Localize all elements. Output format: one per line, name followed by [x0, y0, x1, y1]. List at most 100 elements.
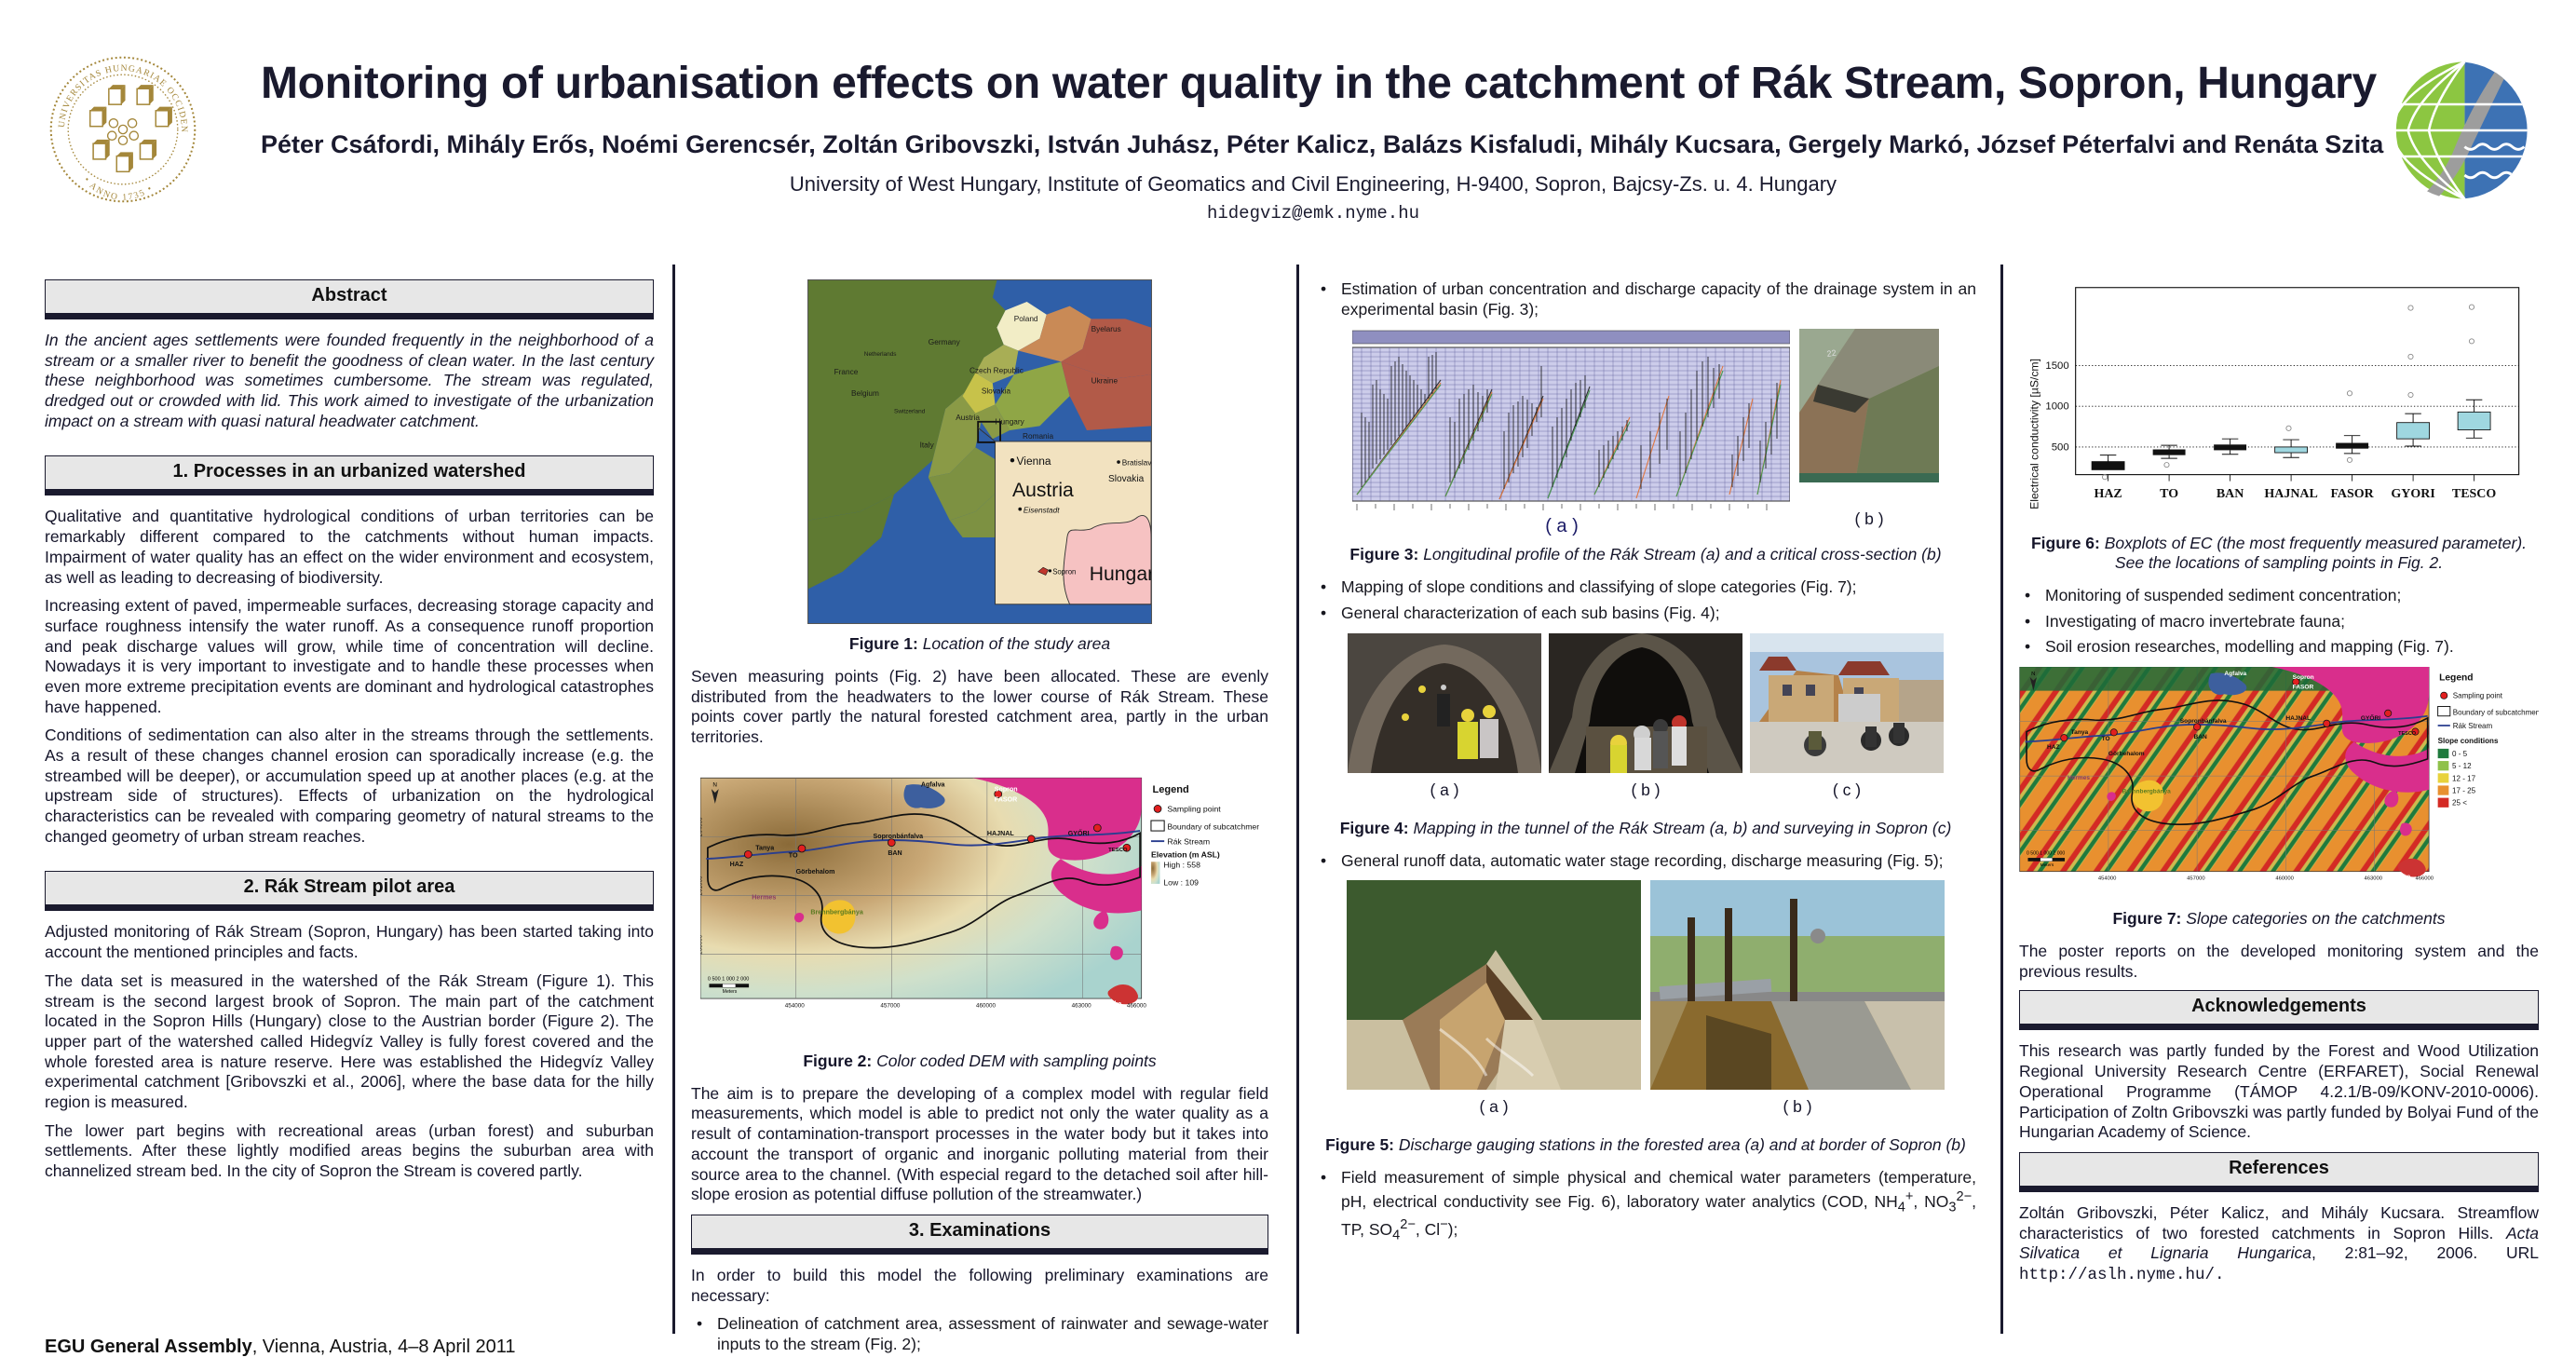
- svg-text:Byelarus: Byelarus: [1091, 325, 1121, 333]
- svg-text:Czech Republic: Czech Republic: [969, 366, 1024, 374]
- svg-text:Hermes: Hermes: [2068, 775, 2090, 781]
- svg-text:Hermes: Hermes: [752, 893, 776, 901]
- svg-text:Sampling point: Sampling point: [2453, 692, 2503, 700]
- svg-text:Boundary of subcatchment: Boundary of subcatchment: [1167, 821, 1259, 831]
- svg-text:BAN: BAN: [2217, 487, 2244, 501]
- svg-text:Brennbergbánya: Brennbergbánya: [810, 908, 862, 916]
- svg-text:Bratislava: Bratislava: [1122, 459, 1152, 468]
- svg-text:460000: 460000: [2275, 876, 2294, 882]
- svg-text:22: 22: [1826, 348, 1837, 359]
- svg-text:Low : 109: Low : 109: [1163, 877, 1199, 887]
- svg-text:Sopron: Sopron: [1052, 568, 1076, 577]
- svg-text:454000: 454000: [2098, 876, 2117, 882]
- svg-text:Legend: Legend: [2439, 673, 2473, 684]
- svg-text:Görbehalom: Görbehalom: [2108, 751, 2145, 757]
- svg-text:TESCO: TESCO: [2452, 487, 2496, 501]
- svg-text:TESCO: TESCO: [1108, 848, 1128, 853]
- svg-text:Germany: Germany: [929, 338, 961, 346]
- svg-text:Legend: Legend: [1153, 784, 1190, 795]
- svg-text:Görbehalom: Görbehalom: [796, 868, 835, 876]
- svg-text:261000: 261000: [700, 876, 704, 896]
- svg-text:5 - 12: 5 - 12: [2452, 762, 2472, 770]
- svg-text:Sopronbánfalva: Sopronbánfalva: [2180, 718, 2227, 725]
- svg-text:Agfalva: Agfalva: [2224, 671, 2246, 677]
- svg-text:463000: 463000: [1072, 1002, 1092, 1009]
- svg-text:0 500 1 000 2 000: 0 500 1 000 2 000: [2027, 850, 2065, 856]
- svg-text:HAJNAL: HAJNAL: [2264, 487, 2317, 501]
- svg-text:BAN: BAN: [888, 849, 902, 857]
- svg-text:Poland: Poland: [1014, 315, 1038, 323]
- svg-text:Boundary of subcatchment: Boundary of subcatchment: [2453, 708, 2539, 716]
- svg-text:Harka: Harka: [2393, 874, 2411, 880]
- svg-text:HAZ: HAZ: [2094, 487, 2122, 501]
- svg-text:457000: 457000: [880, 1002, 901, 1009]
- svg-text:TO: TO: [2102, 736, 2110, 742]
- svg-text:Slovakia: Slovakia: [982, 387, 1011, 395]
- svg-text:Hungary: Hungary: [996, 418, 1025, 427]
- svg-text:1000: 1000: [2045, 401, 2068, 413]
- svg-text:258000: 258000: [700, 934, 704, 955]
- svg-text:HAZ: HAZ: [730, 861, 744, 868]
- svg-text:Eisenstadt: Eisenstadt: [1024, 506, 1060, 514]
- svg-text:High : 558: High : 558: [1163, 860, 1200, 869]
- svg-text:TESCO: TESCO: [2398, 731, 2417, 737]
- svg-text:Netherlands: Netherlands: [864, 351, 897, 358]
- svg-text:500: 500: [2052, 441, 2069, 453]
- svg-text:Italy: Italy: [920, 441, 935, 449]
- svg-text:France: France: [834, 368, 859, 376]
- svg-text:Ukraine: Ukraine: [1091, 376, 1119, 385]
- svg-text:Rák Stream: Rák Stream: [2453, 722, 2493, 730]
- svg-text:Agfalva: Agfalva: [921, 781, 945, 788]
- svg-text:Meters: Meters: [2040, 862, 2054, 868]
- svg-text:17 - 25: 17 - 25: [2452, 787, 2476, 795]
- svg-text:Brennbergbánya: Brennbergbánya: [2122, 789, 2172, 795]
- svg-text:BAN: BAN: [2193, 734, 2207, 740]
- svg-text:Harka: Harka: [1104, 1000, 1122, 1008]
- svg-text:Sopron: Sopron: [995, 785, 1018, 793]
- svg-text:TO: TO: [2160, 487, 2178, 501]
- svg-text:( a ): ( a ): [1545, 516, 1579, 536]
- svg-text:264000: 264000: [700, 817, 704, 837]
- svg-text:Tanya: Tanya: [755, 844, 774, 851]
- svg-text:HAJNAL: HAJNAL: [2285, 715, 2311, 722]
- svg-text:12 - 17: 12 - 17: [2452, 774, 2476, 782]
- svg-text:454000: 454000: [785, 1002, 806, 1009]
- svg-text:FASOR: FASOR: [2293, 684, 2314, 690]
- svg-text:457000: 457000: [2187, 876, 2205, 882]
- svg-text:0 500 1 000 2 000: 0 500 1 000 2 000: [708, 976, 749, 982]
- svg-text:FASOR: FASOR: [995, 795, 1017, 803]
- svg-text:Belgium: Belgium: [851, 389, 879, 398]
- svg-text:Meters: Meters: [723, 989, 738, 995]
- svg-text:GYŐRI: GYŐRI: [2361, 713, 2380, 722]
- svg-text:Tanya: Tanya: [2071, 729, 2089, 736]
- svg-text:Sopronbánfalva: Sopronbánfalva: [874, 833, 924, 840]
- svg-text:466000: 466000: [1127, 1002, 1147, 1009]
- svg-text:FASOR: FASOR: [2330, 487, 2374, 501]
- svg-text:Electrical conductivity [µS/cm: Electrical conductivity [µS/cm]: [2027, 359, 2040, 509]
- svg-text:0 - 5: 0 - 5: [2452, 750, 2468, 758]
- svg-text:N: N: [712, 781, 717, 788]
- svg-text:Rák Stream: Rák Stream: [1167, 836, 1210, 846]
- svg-text:HAJNAL: HAJNAL: [987, 830, 1014, 837]
- svg-text:Austria: Austria: [956, 414, 980, 422]
- svg-text:460000: 460000: [976, 1002, 997, 1009]
- svg-text:1500: 1500: [2045, 360, 2068, 372]
- svg-text:Austria: Austria: [1012, 480, 1074, 501]
- svg-text:Romania: Romania: [1023, 432, 1053, 441]
- svg-text:463000: 463000: [2365, 876, 2383, 882]
- svg-text:HAZ: HAZ: [2047, 744, 2060, 751]
- svg-text:TO: TO: [789, 851, 798, 859]
- svg-text:Vienna: Vienna: [1017, 455, 1051, 468]
- svg-text:Slope conditions: Slope conditions: [2438, 737, 2499, 745]
- svg-text:GYŐRI: GYŐRI: [1068, 829, 1090, 837]
- svg-text:N: N: [2031, 672, 2035, 677]
- svg-text:Sampling point: Sampling point: [1167, 804, 1221, 813]
- svg-text:Elevation (m ASL): Elevation (m ASL): [1151, 849, 1220, 859]
- svg-text:466000: 466000: [2415, 876, 2434, 882]
- svg-text:25 <: 25 <: [2452, 799, 2467, 808]
- svg-text:Sopron: Sopron: [2293, 674, 2314, 681]
- svg-text:Switzerland: Switzerland: [894, 409, 926, 415]
- svg-text:Hungary: Hungary: [1090, 563, 1152, 585]
- svg-text:GYORI: GYORI: [2391, 487, 2434, 501]
- svg-text:Slovakia: Slovakia: [1108, 474, 1145, 484]
